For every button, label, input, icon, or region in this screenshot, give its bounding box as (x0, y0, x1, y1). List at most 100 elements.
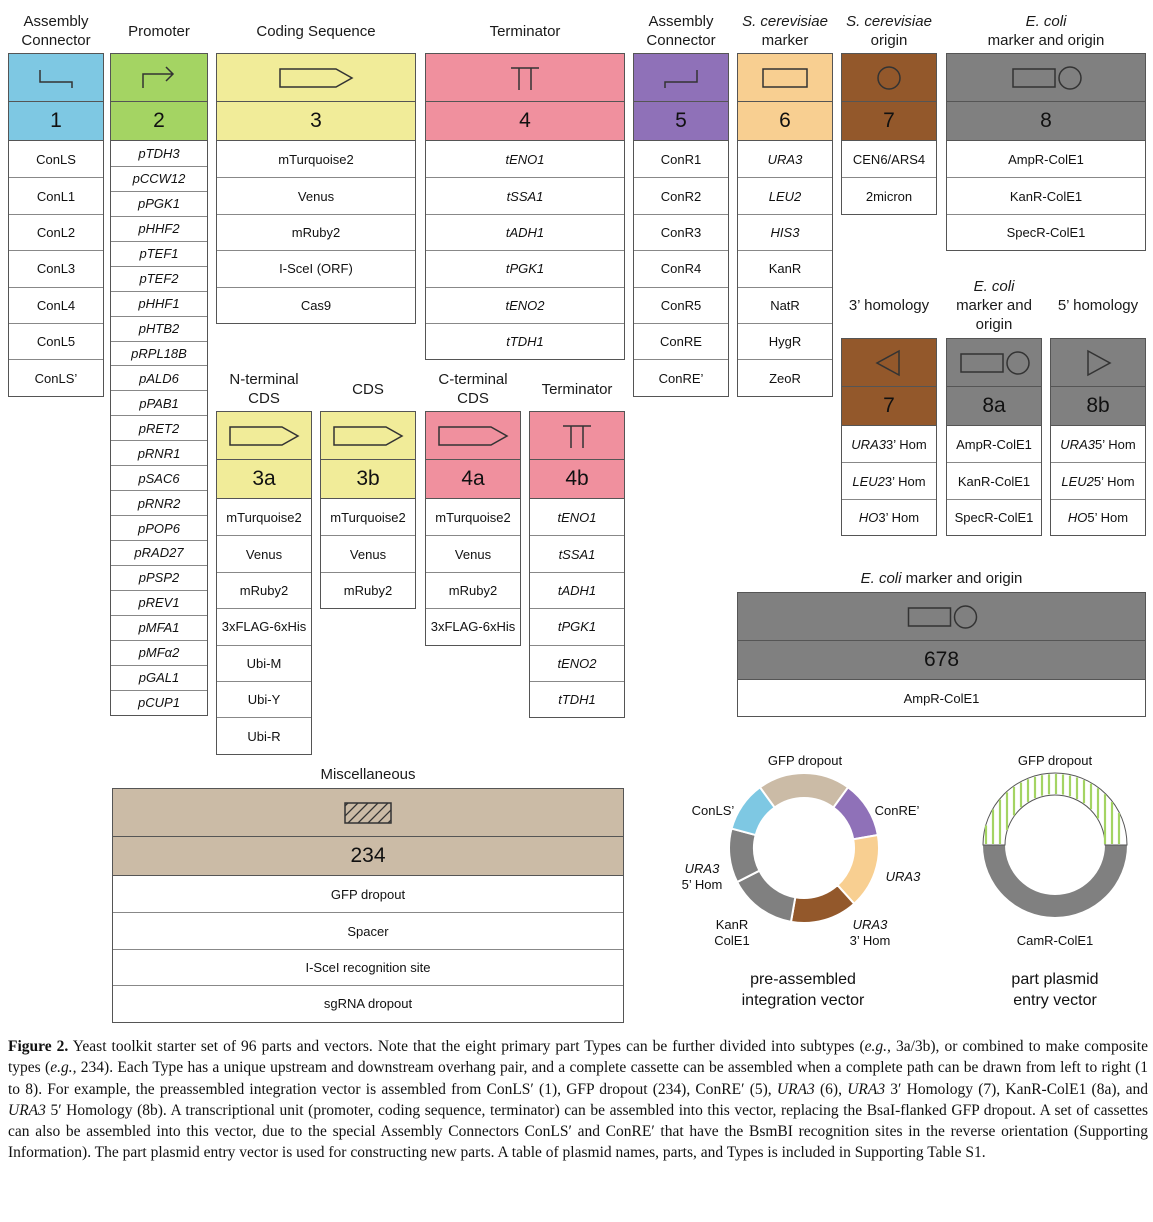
t3b-number: 3b (356, 467, 380, 490)
h7-header: 3’ homology (848, 297, 930, 314)
pre-ura3-3-hom-label-line: URA3 (852, 917, 888, 932)
type6-header-rest: marker (761, 32, 809, 49)
type2-part-item: pTEF2 (111, 265, 207, 291)
type1-type-box: 1 (8, 53, 104, 141)
type3-part-item: Cas9 (217, 286, 415, 323)
misc-part-item: Spacer (113, 912, 623, 948)
t4b-column: 4b tENO1 tSSA1 tADH1 tPGK1 tENO2 tTDH1 (529, 411, 625, 719)
type6-symbol (738, 54, 832, 102)
triR-symbol-icon (1087, 349, 1112, 376)
t4b-part-item: tSSA1 (530, 535, 624, 571)
type2-header: Promoter (128, 23, 190, 40)
type6-part-item: HIS3 (738, 213, 832, 250)
type3-header: Coding Sequence (256, 23, 376, 40)
type7-symbol (842, 54, 936, 102)
misc-part-item: GFP dropout (330, 886, 406, 902)
t3b-symbol (321, 412, 415, 460)
t3a-part-item: Ubi-Y (217, 680, 311, 717)
part-rest: 3’ Hom (884, 473, 926, 489)
part-rest: 3’ Hom (878, 509, 920, 525)
type2-part-item: pPOP6 (111, 515, 207, 540)
h7-number: 7 (883, 394, 895, 417)
type2-part-item: pPAB1 (111, 390, 207, 415)
type1-part-item: ConLS (36, 151, 76, 167)
part-rest: 5’ Hom (1094, 436, 1136, 452)
t4b-number: 4b (565, 467, 589, 490)
t4a-part-item: 3xFLAG-6xHis (426, 608, 520, 644)
type8-header-rest: marker and origin (987, 32, 1105, 49)
type6-column: 6 URA3 LEU2 HIS3 KanR NatR HygR ZeoR (737, 53, 833, 397)
h8a-type-box: 8a (946, 338, 1042, 426)
part-italic: HO (1067, 509, 1088, 525)
t3b-parts-list: mTurquoise2 Venus mRuby2 (320, 499, 416, 610)
t678-parts-list: AmpR-ColE1 (737, 680, 1146, 718)
t3b-column: 3b mTurquoise2 Venus mRuby2 (320, 411, 416, 610)
h8a-part-item: AmpR-ColE1 (956, 436, 1032, 452)
h8a-number: 8a (982, 394, 1006, 417)
h8a-column: 8a AmpR-ColE1 KanR-ColE1 SpecR-ColE1 (946, 338, 1042, 537)
t3a-type-box: 3a (216, 411, 312, 499)
type6-part-item: URA3 (767, 151, 803, 167)
rectcircle-symbol-icon (907, 604, 978, 629)
pre-conre-label-line: ConRE’ (874, 803, 920, 818)
h7-part-item: URA3 3’ Hom (842, 426, 936, 462)
type5-part-item: ConR1 (660, 151, 702, 167)
misc-type-box: 234 (112, 788, 624, 876)
t4b-part-item: tTDH1 (530, 680, 624, 717)
type6-header-italic: S. cerevisiae (742, 13, 828, 30)
conL-symbol-icon (39, 69, 73, 88)
pre-ura3-5-hom-label: URA3 5’ Hom (662, 861, 742, 893)
type4-header: Terminator (489, 23, 561, 40)
triL-symbol-icon (875, 349, 900, 376)
type5-column: 5 ConR1 ConR2 ConR3 ConR4 ConR5 ConRE ConRE’ (633, 53, 729, 397)
caption-text: 3′ Homology (7), KanR-ColE1 (8a), and (885, 1080, 1148, 1098)
caption-label: Figure 2. (8, 1038, 69, 1055)
type2-part-item: pRNR2 (111, 490, 207, 515)
t3a-column: 3a mTurquoise2 Venus mRuby2 3xFLAG-6xHis Ubi-… (216, 411, 312, 755)
caption-text: URA3 (8, 1101, 46, 1119)
type7-type-box: 7 (841, 53, 937, 141)
misc-symbol (113, 789, 623, 837)
misc-parts-list: GFP dropout Spacer I-SceI recognition site… (112, 876, 624, 1023)
h8b-column: 8b URA3 5’ Hom LEU2 5’ Hom HO 5’ Hom (1050, 338, 1146, 537)
t3b-part-item: Venus (321, 535, 415, 571)
caption-text: URA3 (847, 1080, 886, 1098)
t678-column: 678 AmpR-ColE1 (737, 592, 1146, 718)
pre-assembled-vector-ring (728, 772, 880, 924)
type2-part-item: pHHF2 (111, 215, 207, 241)
type2-symbol (111, 54, 207, 102)
h8b-parts-list: URA3 5’ Hom LEU2 5’ Hom HO 5’ Hom (1050, 426, 1146, 537)
type5-part-item: ConRE’ (634, 359, 728, 395)
type2-part-item: pCCW12 (111, 165, 207, 191)
entry-camr-label-line: CamR-ColE1 (1016, 933, 1094, 948)
t3b-type-box: 3b (320, 411, 416, 499)
t678-part-item: AmpR-ColE1 (903, 690, 980, 706)
type8-part-item: KanR-ColE1 (947, 177, 1145, 213)
type3-part-item: mTurquoise2 (278, 151, 354, 167)
t4b-part-item: tENO2 (530, 644, 624, 681)
rect-symbol-icon (762, 67, 808, 88)
misc-part-item: I-SceI recognition site (113, 948, 623, 985)
t3b-part-item: mTurquoise2 (330, 509, 406, 525)
part-italic: URA3 (851, 436, 886, 452)
t4b-symbol (530, 412, 624, 460)
cdsS-symbol-icon (438, 425, 509, 446)
pre-kanr-label-line: ColE1 (714, 933, 750, 948)
type2-part-item: pSAC6 (111, 465, 207, 490)
t3a-part-item: mTurquoise2 (226, 509, 302, 525)
h8a-part-item: SpecR-ColE1 (947, 498, 1041, 535)
h7-column: 7 URA3 3’ Hom LEU2 3’ Hom HO 3’ Hom (841, 338, 937, 537)
t4a-type-box: 4a (425, 411, 521, 499)
type7-column: 7 CEN6/ARS4 2micron (841, 53, 937, 215)
h8a-part-item: KanR-ColE1 (947, 462, 1041, 498)
type6-part-item: KanR (738, 250, 832, 286)
type4-part-item: tSSA1 (426, 177, 624, 213)
type2-type-box: 2 (110, 53, 208, 141)
type7-part-item: 2micron (842, 177, 936, 213)
type8-header-italic: E. coli (1025, 13, 1067, 30)
type1-part-item: ConL1 (9, 177, 103, 213)
type4-parts-list: tENO1 tSSA1 tADH1 tPGK1 tENO2 tTDH1 (425, 141, 625, 361)
t678-number: 678 (923, 648, 960, 671)
h8a-header-italic: E. coli (973, 278, 1015, 295)
type2-part-item: pMFA1 (111, 614, 207, 640)
